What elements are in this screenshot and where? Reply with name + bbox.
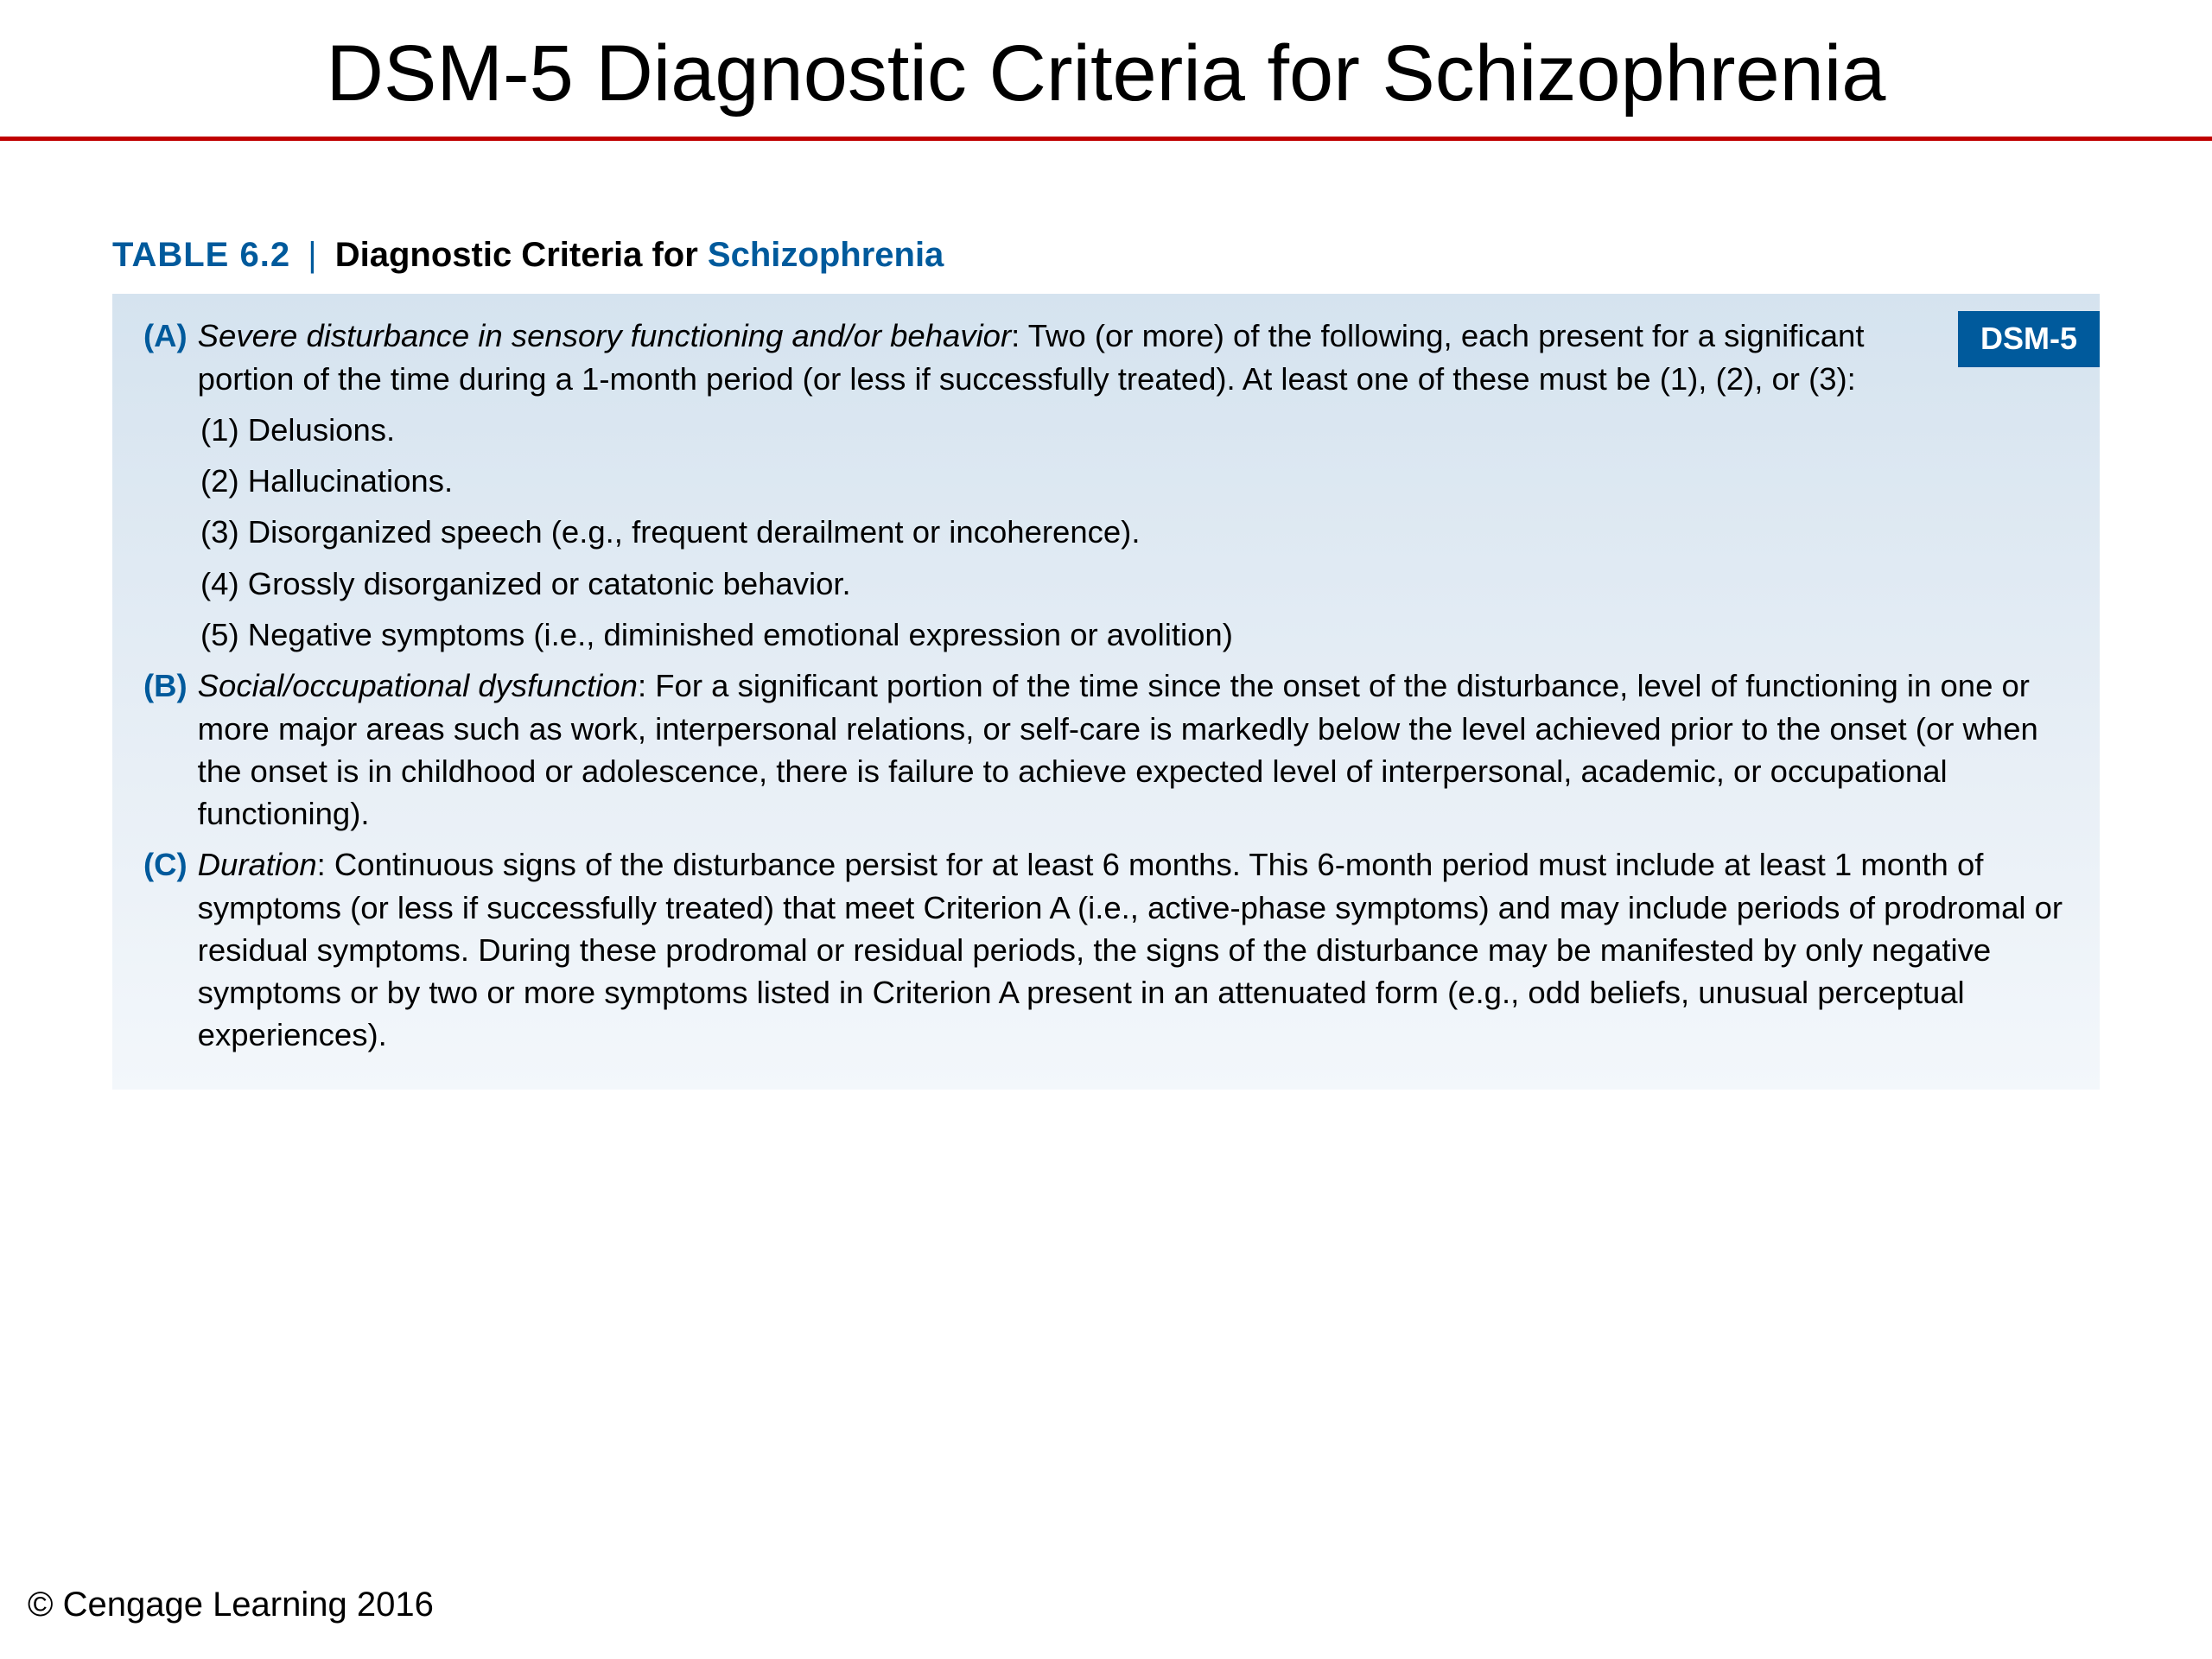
criterion-c-label: (C) <box>143 843 198 1056</box>
dsm5-badge: DSM-5 <box>1958 311 2100 367</box>
table-title-highlight: Schizophrenia <box>708 236 944 274</box>
table-header: TABLE 6.2 | Diagnostic Criteria for Schi… <box>112 236 2100 275</box>
criterion-c: (C) Duration: Continuous signs of the di… <box>143 843 2069 1056</box>
pipe-separator: | <box>308 236 317 274</box>
criterion-b-text: Social/occupational dysfunction: For a s… <box>198 664 2069 835</box>
list-item: (3) Disorganized speech (e.g., frequent … <box>200 511 2069 553</box>
criterion-c-rest: : Continuous signs of the disturbance pe… <box>198 847 2063 1052</box>
criterion-c-lead: Duration <box>198 847 317 882</box>
table-title-plain: Diagnostic Criteria for <box>335 236 708 274</box>
criterion-c-text: Duration: Continuous signs of the distur… <box>198 843 2069 1056</box>
criterion-b-label: (B) <box>143 664 198 835</box>
table-label: TABLE 6.2 <box>112 236 290 274</box>
slide-title: DSM-5 Diagnostic Criteria for Schizophre… <box>0 0 2212 121</box>
criterion-a-sublist: (1) Delusions. (2) Hallucinations. (3) D… <box>143 409 2069 656</box>
criterion-a-label: (A) <box>143 315 198 400</box>
criterion-a: (A) Severe disturbance in sensory functi… <box>143 315 2069 656</box>
criterion-b: (B) Social/occupational dysfunction: For… <box>143 664 2069 835</box>
list-item: (5) Negative symptoms (i.e., diminished … <box>200 613 2069 656</box>
list-item: (1) Delusions. <box>200 409 2069 451</box>
content-area: TABLE 6.2 | Diagnostic Criteria for Schi… <box>0 141 2212 1089</box>
criterion-b-lead: Social/occupational dysfunction <box>198 668 638 703</box>
list-item: (2) Hallucinations. <box>200 460 2069 502</box>
criterion-a-text: Severe disturbance in sensory functionin… <box>198 315 2069 400</box>
copyright-text: © Cengage Learning 2016 <box>28 1586 434 1624</box>
criterion-a-lead: Severe disturbance in sensory functionin… <box>198 318 1011 353</box>
criteria-box: DSM-5 (A) Severe disturbance in sensory … <box>112 294 2100 1089</box>
list-item: (4) Grossly disorganized or catatonic be… <box>200 563 2069 605</box>
